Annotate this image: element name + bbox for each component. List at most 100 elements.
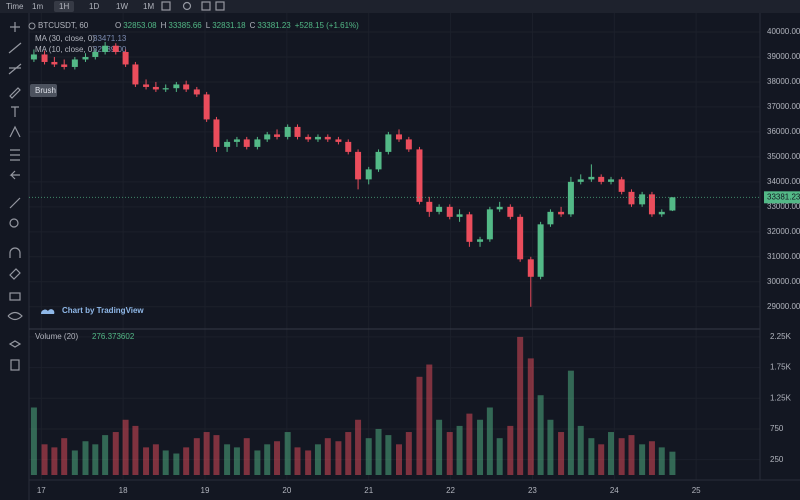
- volume-bar: [618, 438, 625, 475]
- volume-bar: [416, 376, 423, 475]
- y-tick-label: 40000.00: [767, 27, 800, 36]
- y-tick-label: 30000.00: [767, 277, 800, 286]
- volume-bar: [284, 432, 291, 475]
- volume-bar: [648, 441, 655, 475]
- volume-bar: [355, 419, 362, 475]
- volume-bar: [254, 450, 261, 475]
- volume-bar: [496, 438, 503, 475]
- volume-bar: [639, 444, 646, 475]
- volume-bar: [426, 364, 433, 475]
- volume-bar: [588, 438, 595, 475]
- candle-body: [598, 176, 605, 182]
- interval[interactable]: 1M: [143, 2, 154, 11]
- ohlc-value: 33381.23: [257, 21, 291, 30]
- candle-body: [385, 134, 392, 152]
- candle-body: [274, 134, 281, 137]
- candle-body: [173, 84, 180, 89]
- candle-body: [628, 191, 635, 205]
- candle-body: [335, 139, 342, 142]
- symbol-icon: [28, 22, 36, 30]
- ohlc-legend: O 32853.08 H 33385.66 L 32831.18 C 33381.23 +528…: [115, 21, 359, 30]
- interval[interactable]: 1H: [59, 2, 69, 11]
- candle-body: [456, 214, 463, 217]
- candle-body: [345, 141, 352, 152]
- volume-bar: [324, 438, 331, 475]
- candle-body: [577, 179, 584, 182]
- candle-body: [365, 169, 372, 180]
- tooltip: Brush: [35, 86, 56, 95]
- candle-body: [61, 64, 68, 67]
- tooltip-box: [30, 84, 57, 97]
- interval[interactable]: 1m: [32, 2, 43, 11]
- y-tick-label: 35000.00: [767, 152, 800, 161]
- volume-bar: [385, 435, 392, 475]
- x-tick-label: 25: [692, 486, 701, 495]
- time-button[interactable]: Time: [6, 2, 24, 11]
- ohlc-label: L: [206, 21, 211, 30]
- ma-name[interactable]: MA (30, close, 0): [35, 34, 95, 43]
- watermark[interactable]: Chart by TradingView: [62, 306, 144, 315]
- volume-bar: [527, 358, 534, 475]
- volume-bar: [547, 419, 554, 475]
- ohlc-label: O: [115, 21, 121, 30]
- volume-bar: [213, 435, 220, 475]
- candle-body: [82, 56, 89, 60]
- x-tick-label: 18: [119, 486, 128, 495]
- drawing-tools[interactable]: [7, 22, 23, 371]
- volume-bar: [132, 425, 139, 475]
- candle-body: [183, 84, 190, 90]
- volume-bar: [183, 447, 190, 475]
- candle-body: [436, 206, 443, 212]
- y-tick-label: 2.25K: [770, 332, 792, 341]
- y-tick-label: 250: [770, 455, 784, 464]
- volume-bar: [203, 432, 210, 475]
- candle-body: [396, 134, 403, 140]
- candle-body: [669, 197, 676, 211]
- ma-name[interactable]: MA (10, close, 0): [35, 45, 95, 54]
- x-tick-label: 17: [37, 486, 46, 495]
- candle-body: [639, 194, 646, 205]
- candle-body: [416, 149, 423, 202]
- volume-bar: [122, 419, 129, 475]
- ohlc-value: 32853.08: [123, 21, 157, 30]
- ma-value: 32939.00: [93, 45, 127, 54]
- volume-bar: [558, 432, 565, 475]
- candle-body: [41, 54, 48, 62]
- candle-body: [102, 45, 109, 52]
- symbol[interactable]: BTCUSDT, 60: [38, 21, 89, 30]
- volume-bar: [294, 447, 301, 475]
- x-tick-label: 20: [282, 486, 291, 495]
- ohlc-value: 32831.18: [212, 21, 246, 30]
- candle-body: [51, 61, 58, 65]
- y-tick-label: 750: [770, 424, 784, 433]
- candle-body: [466, 214, 473, 242]
- change: +528.15 (+1.61%): [295, 21, 359, 30]
- interval[interactable]: 1W: [116, 2, 128, 11]
- volume-bar: [608, 432, 615, 475]
- candle-body: [547, 211, 554, 225]
- ma-value: 33471.13: [93, 34, 127, 43]
- candle-body: [305, 136, 312, 140]
- toolbar-icons[interactable]: [161, 1, 225, 11]
- y-tick-label: 1.75K: [770, 363, 792, 372]
- active-interval: [54, 1, 74, 12]
- volume-bar: [365, 438, 372, 475]
- volume-bar: [486, 407, 493, 475]
- y-tick-label: 38000.00: [767, 77, 800, 86]
- y-tick-label: 39000.00: [767, 52, 800, 61]
- x-tick-label: 23: [528, 486, 537, 495]
- y-tick-label: 37000.00: [767, 102, 800, 111]
- candle-body: [152, 86, 159, 90]
- candle-body: [477, 239, 484, 242]
- volume-bar: [345, 432, 352, 475]
- volume-bar: [577, 425, 584, 475]
- ohlc-value: 33385.66: [168, 21, 202, 30]
- candle-body: [243, 139, 250, 147]
- interval[interactable]: 1D: [89, 2, 99, 11]
- y-tick-label: 31000.00: [767, 252, 800, 261]
- candle-body: [527, 259, 534, 277]
- candle-body: [517, 216, 524, 260]
- y-tick-label: 29000.00: [767, 302, 800, 311]
